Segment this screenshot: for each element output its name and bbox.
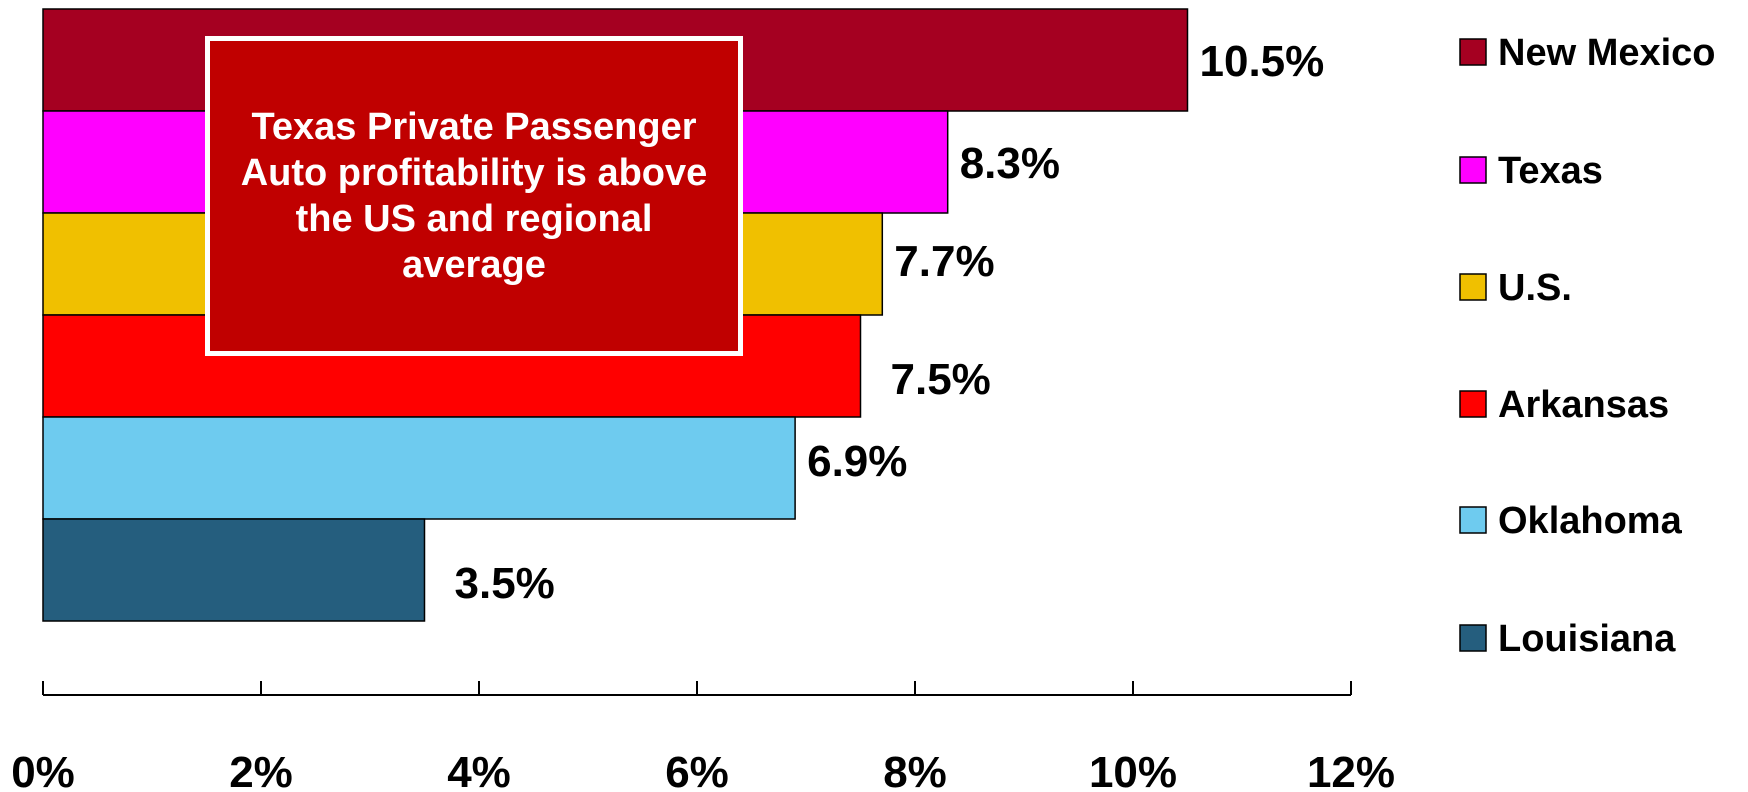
value-label-texas: 8.3% [960, 139, 1060, 188]
bar-oklahoma [42, 416, 796, 520]
x-tick-label: 0% [11, 748, 75, 792]
legend-label-arkansas: Arkansas [1498, 384, 1669, 426]
bar-louisiana [42, 518, 426, 622]
legend-swatch-new-mexico [1459, 38, 1487, 66]
x-tick-label: 12% [1307, 748, 1395, 792]
value-label-new-mexico: 10.5% [1200, 37, 1325, 86]
x-tick-label: 8% [883, 748, 947, 792]
x-tick-label: 4% [447, 748, 511, 792]
x-tick-label: 10% [1089, 748, 1177, 792]
value-label-louisiana: 3.5% [455, 559, 555, 608]
annotation-text: Texas Private Passenger Auto profitabili… [240, 106, 708, 286]
value-label-arkansas: 7.5% [891, 355, 991, 404]
legend-label-new-mexico: New Mexico [1498, 32, 1716, 74]
legend-label-oklahoma: Oklahoma [1498, 500, 1683, 542]
legend-swatch-u-s [1459, 273, 1487, 301]
legend-swatch-arkansas [1459, 390, 1487, 418]
x-tick-label: 2% [229, 748, 293, 792]
legend-label-u-s: U.S. [1498, 267, 1572, 309]
legend: New Mexico Texas U.S. Arkansas Oklahoma Louis… [1459, 32, 1716, 660]
legend-swatch-texas [1459, 156, 1487, 184]
value-labels-group: 10.5% 8.3% 7.7% 7.5% 6.9% 3.5% [455, 37, 1325, 608]
legend-swatch-louisiana [1459, 624, 1487, 652]
legend-swatch-oklahoma [1459, 506, 1487, 534]
value-label-u-s: 7.7% [894, 237, 994, 286]
x-axis: 0% 2% 4% 6% 8% 10% 12% [11, 681, 1395, 792]
value-label-oklahoma: 6.9% [807, 437, 907, 486]
x-tick-label: 6% [665, 748, 729, 792]
legend-label-louisiana: Louisiana [1498, 618, 1676, 660]
annotation-box: Texas Private Passenger Auto profitabili… [205, 36, 743, 356]
legend-label-texas: Texas [1498, 150, 1603, 192]
